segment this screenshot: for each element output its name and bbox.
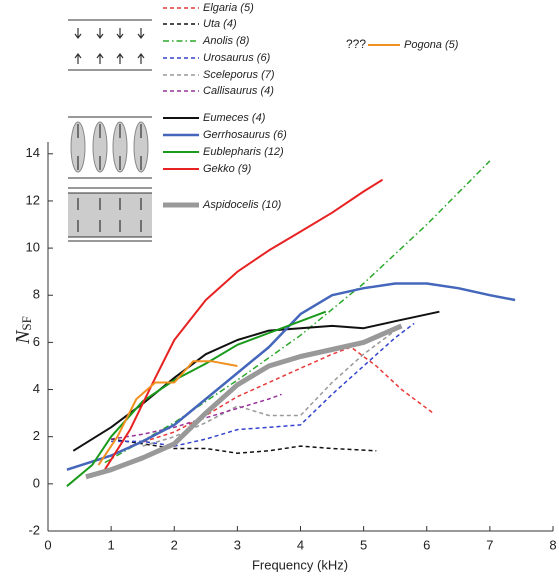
- y-tick-label: 4: [33, 381, 40, 396]
- legend-label: Uta (4): [203, 18, 237, 30]
- legend-label: Pogona (5): [404, 39, 459, 51]
- x-tick-label: 8: [549, 537, 556, 552]
- series-line: [103, 178, 384, 471]
- series-line: [97, 360, 238, 466]
- series-line: [110, 393, 282, 440]
- x-tick-label: 6: [423, 537, 430, 552]
- series-line: [66, 310, 327, 487]
- y-label-sub: SF: [19, 316, 34, 330]
- legend-icons: [68, 19, 152, 242]
- annotation: ???: [346, 37, 366, 51]
- x-tick-label: 3: [234, 537, 241, 552]
- x-tick-label: 1: [108, 537, 115, 552]
- legend-label: Aspidocelis (10): [202, 199, 282, 211]
- legend-label: Elgaria (5): [203, 2, 254, 14]
- y-tick-label: 14: [26, 145, 40, 160]
- legend-label: Eumeces (4): [203, 112, 266, 124]
- series-line: [111, 322, 415, 447]
- x-tick-label: 0: [44, 537, 51, 552]
- y-tick-label: 8: [33, 287, 40, 302]
- y-axis-label: NSF: [12, 316, 34, 345]
- legend-label: Sceleporus (7): [203, 69, 275, 81]
- x-axis-label: Frequency (kHz): [252, 557, 348, 572]
- series-line: [66, 282, 516, 471]
- x-tick-label: 7: [486, 537, 493, 552]
- y-tick-label: 10: [26, 240, 40, 255]
- legend-label: Urosaurus (6): [203, 52, 271, 64]
- y-tick-label: 0: [33, 475, 40, 490]
- y-tick-label: 6: [33, 334, 40, 349]
- y-tick-label: 2: [33, 428, 40, 443]
- legend-label: Anolis (8): [202, 35, 250, 47]
- x-tick-label: 2: [171, 537, 178, 552]
- y-label-main: N: [12, 329, 34, 345]
- x-tick-label: 4: [297, 537, 304, 552]
- series-line: [104, 160, 491, 464]
- y-tick-label: 12: [26, 192, 40, 207]
- series-line: [110, 438, 377, 454]
- legend-label: Gerrhosaurus (6): [203, 129, 287, 141]
- legend-label: Callisaurus (4): [203, 85, 274, 97]
- series-line: [85, 323, 403, 480]
- y-tick-label: -2: [28, 522, 40, 537]
- x-tick-label: 5: [360, 537, 367, 552]
- legend-label: Eublepharis (12): [203, 146, 284, 158]
- legend-label: Gekko (9): [203, 163, 252, 175]
